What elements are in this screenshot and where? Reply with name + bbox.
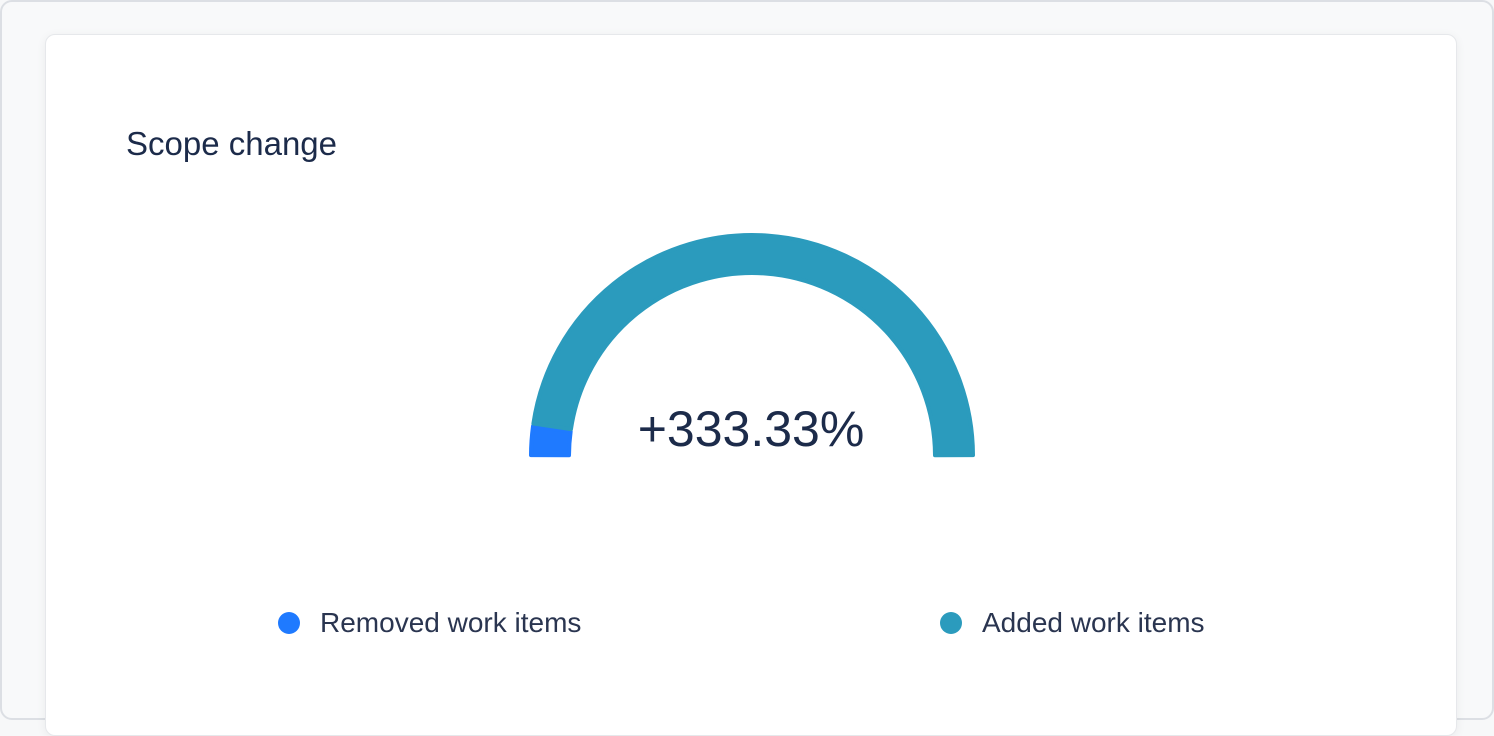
gauge-segment-removed[interactable] [529,424,573,458]
scope-gauge [529,233,975,458]
legend-dot-removed [278,612,300,634]
legend-item-removed[interactable]: Removed work items [278,607,581,639]
card-title: Scope change [126,125,338,162]
gauge-value: +333.33% [637,401,865,457]
legend-label-added: Added work items [982,607,1205,638]
legend-label-removed: Removed work items [320,607,582,638]
legend-item-added[interactable]: Added work items [940,607,1205,639]
legend-dot-added [940,612,962,634]
gauge-segment-added[interactable] [531,233,975,458]
scope-change-card: Scope change +333.33% Removed work items… [45,34,1457,736]
